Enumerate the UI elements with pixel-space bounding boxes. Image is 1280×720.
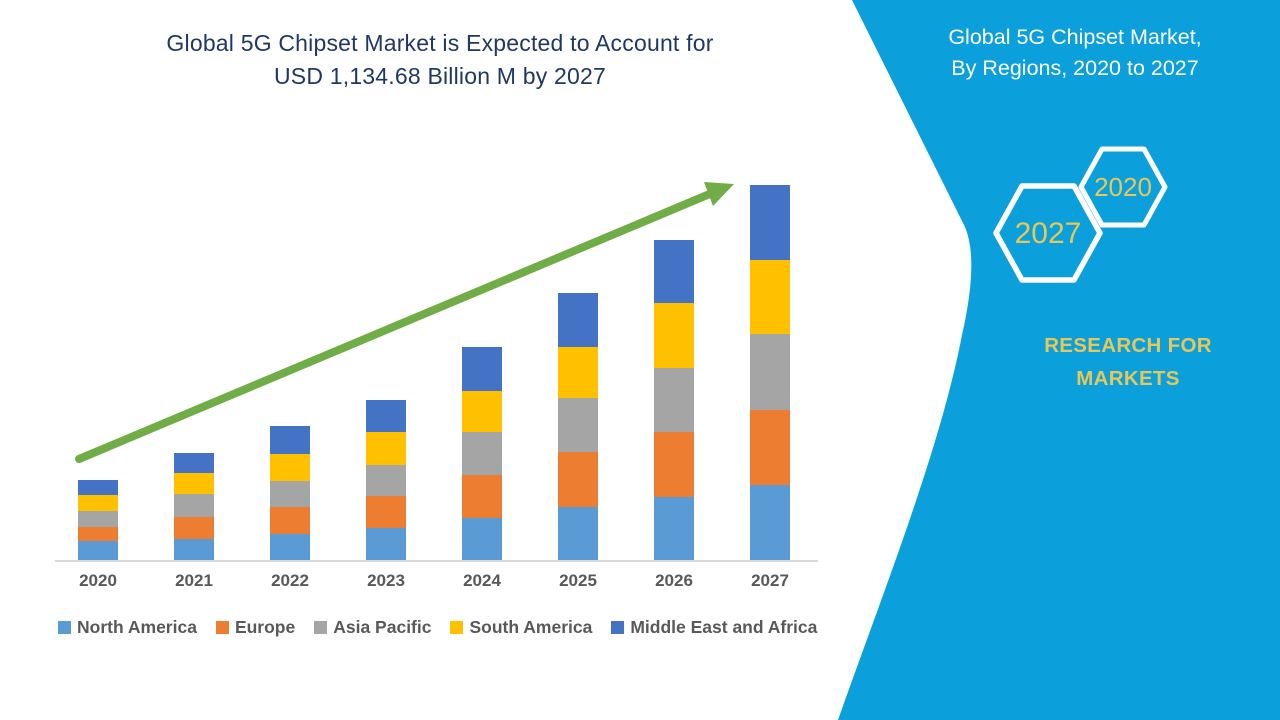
bar-segment-2024-europe bbox=[462, 475, 502, 518]
bar-2024 bbox=[462, 346, 502, 560]
bar-segment-2022-europe bbox=[270, 507, 310, 534]
hexagon-2020-label: 2020 bbox=[1094, 172, 1152, 202]
bar-segment-2026-north-america bbox=[654, 496, 694, 560]
bar-segment-2021-asia-pacific bbox=[174, 494, 214, 518]
hexagon-2027-icon bbox=[993, 183, 1103, 283]
bar-segment-2020-middle-east-and-africa bbox=[78, 480, 118, 496]
x-axis-label-2020: 2020 bbox=[79, 571, 117, 590]
x-axis-line bbox=[55, 560, 818, 562]
brand-text: RESEARCH FOR MARKETS bbox=[1003, 329, 1253, 395]
legend-label: South America bbox=[469, 617, 593, 637]
bar-segment-2022-north-america bbox=[270, 533, 310, 560]
bar-segment-2026-middle-east-and-africa bbox=[654, 239, 694, 304]
chart-title-line2: USD 1,134.68 Billion M by 2027 bbox=[273, 63, 607, 89]
bar-2023 bbox=[366, 400, 406, 560]
bar-segment-2026-asia-pacific bbox=[654, 367, 694, 432]
legend-item-south-america: South America bbox=[450, 617, 592, 638]
bar-segment-2024-south-america bbox=[462, 391, 502, 432]
bar-segment-2021-middle-east-and-africa bbox=[174, 453, 214, 474]
bar-2021 bbox=[174, 453, 214, 560]
x-axis-label-2026: 2026 bbox=[655, 571, 693, 590]
bar-segment-2027-middle-east-and-africa bbox=[750, 184, 790, 260]
legend-label: Europe bbox=[234, 617, 296, 637]
bar-2022 bbox=[270, 426, 310, 560]
bar-segment-2024-middle-east-and-africa bbox=[462, 346, 502, 392]
bar-segment-2027-south-america bbox=[750, 259, 790, 335]
bar-segment-2027-north-america bbox=[750, 484, 790, 560]
legend-item-middle-east-and-africa: Middle East and Africa bbox=[611, 617, 817, 638]
bar-2026 bbox=[654, 239, 694, 560]
brand-line2: MARKETS bbox=[1076, 367, 1180, 390]
bar-segment-2024-north-america bbox=[462, 517, 502, 560]
bar-segment-2022-asia-pacific bbox=[270, 481, 310, 508]
bar-segment-2025-middle-east-and-africa bbox=[558, 293, 598, 348]
x-axis-label-2025: 2025 bbox=[559, 571, 597, 590]
panel-title-line2: By Regions, 2020 to 2027 bbox=[951, 56, 1199, 80]
legend-label: Asia Pacific bbox=[333, 617, 432, 637]
legend-swatch-icon bbox=[58, 621, 71, 634]
legend-label: Middle East and Africa bbox=[630, 617, 818, 637]
hexagon-2027-label: 2027 bbox=[1015, 217, 1082, 250]
legend-swatch-icon bbox=[314, 621, 328, 634]
legend-swatch-icon bbox=[450, 621, 464, 634]
bar-segment-2023-south-america bbox=[366, 431, 406, 466]
bar-segment-2023-middle-east-and-africa bbox=[366, 400, 406, 432]
bar-segment-2027-asia-pacific bbox=[750, 334, 790, 410]
brand-line1: RESEARCH FOR bbox=[1044, 334, 1212, 357]
bar-segment-2024-asia-pacific bbox=[462, 431, 502, 476]
bar-segment-2025-south-america bbox=[558, 347, 598, 399]
legend-item-europe: Europe bbox=[215, 617, 296, 638]
trend-arrow-head bbox=[704, 182, 734, 206]
legend-label: North America bbox=[77, 617, 197, 637]
bar-segment-2022-south-america bbox=[270, 453, 310, 482]
bar-2020 bbox=[78, 480, 118, 560]
bar-2025 bbox=[558, 293, 598, 560]
x-axis-label-2023: 2023 bbox=[367, 571, 405, 590]
x-axis-label-2024: 2024 bbox=[463, 571, 501, 590]
chart-title: Global 5G Chipset Market is Expected to … bbox=[70, 27, 810, 93]
panel-title: Global 5G Chipset Market, By Regions, 20… bbox=[875, 22, 1275, 84]
chart-title-line1: Global 5G Chipset Market is Expected to … bbox=[166, 30, 714, 56]
legend-swatch-icon bbox=[215, 621, 229, 634]
bar-segment-2020-europe bbox=[78, 527, 118, 541]
bar-segment-2023-europe bbox=[366, 495, 406, 529]
bar-segment-2023-asia-pacific bbox=[366, 465, 406, 496]
bar-segment-2026-europe bbox=[654, 431, 694, 497]
chart-legend: North America Europe Asia Pacific South Ame… bbox=[58, 617, 817, 638]
x-axis-label-2027: 2027 bbox=[751, 571, 789, 590]
bar-segment-2020-south-america bbox=[78, 495, 118, 511]
legend-swatch-icon bbox=[611, 621, 625, 634]
bar-segment-2021-europe bbox=[174, 517, 214, 540]
bar-segment-2021-south-america bbox=[174, 473, 214, 495]
bar-2027 bbox=[750, 184, 790, 560]
legend-item-north-america: North America bbox=[58, 617, 197, 638]
legend-item-asia-pacific: Asia Pacific bbox=[314, 617, 431, 638]
bar-segment-2020-asia-pacific bbox=[78, 511, 118, 527]
bar-segment-2027-europe bbox=[750, 409, 790, 485]
bar-segment-2025-north-america bbox=[558, 506, 598, 560]
panel-title-line1: Global 5G Chipset Market, bbox=[948, 25, 1202, 49]
bar-segment-2020-north-america bbox=[78, 541, 118, 560]
bar-segment-2026-south-america bbox=[654, 303, 694, 368]
hexagon-2020-icon bbox=[1078, 146, 1168, 228]
x-axis-label-2021: 2021 bbox=[175, 571, 213, 590]
bar-segment-2023-north-america bbox=[366, 528, 406, 560]
x-axis-label-2022: 2022 bbox=[271, 571, 309, 590]
bar-segment-2025-europe bbox=[558, 451, 598, 507]
bar-segment-2025-asia-pacific bbox=[558, 398, 598, 452]
bar-segment-2021-north-america bbox=[174, 539, 214, 560]
bar-segment-2022-middle-east-and-africa bbox=[270, 426, 310, 454]
